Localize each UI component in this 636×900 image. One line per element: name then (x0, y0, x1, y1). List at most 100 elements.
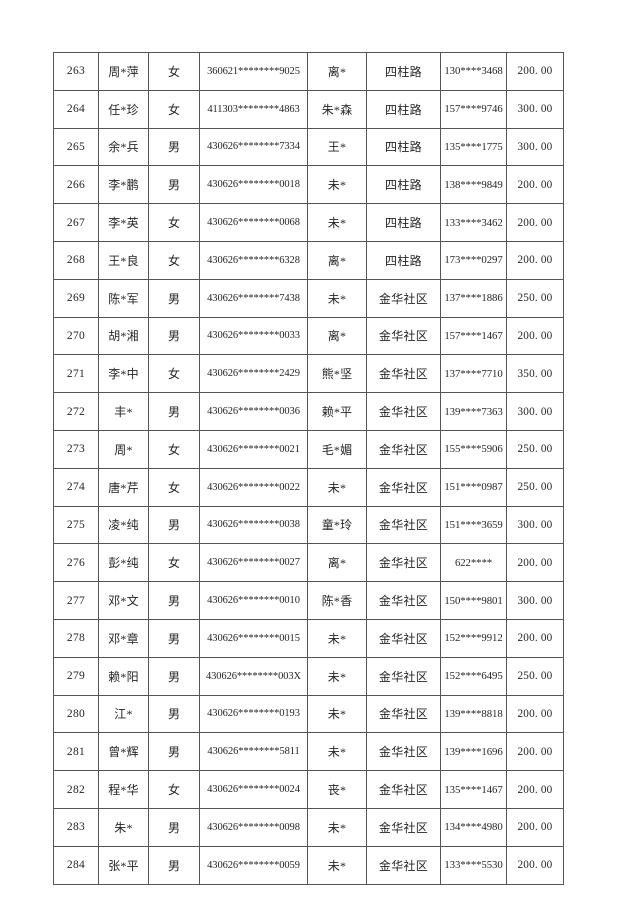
cell-seq: 265 (53, 127, 99, 167)
cell-phone: 135****1775 (440, 127, 507, 167)
cell-seq: 270 (53, 316, 99, 356)
cell-gender: 男 (148, 732, 200, 772)
cell-amount: 200. 00 (506, 203, 564, 242)
cell-seq: 272 (53, 392, 99, 431)
cell-name: 余*兵 (98, 127, 149, 167)
table-row: 273 周* 女 430626********0021 毛*媚 金华社区 155****59… (53, 429, 564, 469)
cell-area: 四柱路 (366, 203, 441, 242)
cell-area: 金华社区 (366, 618, 441, 658)
cell-amount: 250. 00 (506, 429, 564, 469)
cell-area: 四柱路 (366, 89, 441, 129)
cell-amount: 250. 00 (506, 656, 564, 696)
cell-phone: 133****3462 (440, 203, 507, 242)
cell-area: 金华社区 (366, 505, 441, 545)
cell-phone: 173****0297 (440, 240, 507, 280)
cell-name: 陈*军 (98, 278, 149, 318)
cell-name: 邓*章 (98, 618, 149, 658)
cell-relation: 未* (307, 165, 367, 205)
cell-amount: 200. 00 (506, 165, 564, 205)
table-row: 267 李*英女 430626********0068 未* 四柱路 133****346… (53, 203, 564, 242)
table-row: 280 江* 男 430626********0193 未* 金华社区 139****881… (53, 694, 564, 734)
cell-id_number: 411303********4863 (199, 89, 308, 129)
cell-amount: 200. 00 (506, 52, 564, 91)
cell-id_number: 430626********0193 (199, 694, 308, 734)
cell-name: 张*平 (98, 845, 149, 885)
cell-relation: 离* (307, 316, 367, 356)
table-row: 272 丰* 男 430626********0036 赖*平 金华社区 139****73… (53, 392, 564, 431)
roster-table-container: 263 周*萍女 360621********9025 离* 四柱路 130****346… (53, 52, 564, 885)
cell-amount: 200. 00 (506, 618, 564, 658)
cell-seq: 277 (53, 581, 99, 620)
cell-area: 金华社区 (366, 392, 441, 431)
cell-seq: 267 (53, 203, 99, 242)
cell-area: 金华社区 (366, 845, 441, 885)
cell-phone: 130****3468 (440, 52, 507, 91)
cell-name: 李*英 (98, 203, 149, 242)
cell-gender: 男 (148, 656, 200, 696)
table-row: 269 陈*军男 430626********7438 未* 金华社区 137****18… (53, 278, 564, 318)
cell-name: 江* (98, 694, 149, 734)
cell-seq: 275 (53, 505, 99, 545)
cell-phone: 139****8818 (440, 694, 507, 734)
cell-phone: 134****4980 (440, 807, 507, 847)
cell-seq: 281 (53, 732, 99, 772)
cell-name: 李*鹏 (98, 165, 149, 205)
cell-area: 金华社区 (366, 543, 441, 583)
cell-gender: 男 (148, 807, 200, 847)
cell-area: 金华社区 (366, 581, 441, 620)
cell-id_number: 430626********0038 (199, 505, 308, 545)
cell-name: 胡*湘 (98, 316, 149, 356)
cell-name: 朱* (98, 807, 149, 847)
cell-phone: 157****1467 (440, 316, 507, 356)
cell-relation: 童*玲 (307, 505, 367, 545)
cell-seq: 264 (53, 89, 99, 129)
cell-id_number: 430626********0027 (199, 543, 308, 583)
cell-area: 四柱路 (366, 52, 441, 91)
cell-name: 唐*芹 (98, 467, 149, 507)
cell-seq: 268 (53, 240, 99, 280)
table-row: 268 王*良女 430626********6328 离* 四柱路 173****029… (53, 240, 564, 280)
cell-relation: 未* (307, 203, 367, 242)
cell-seq: 278 (53, 618, 99, 658)
table-row: 275 凌*纯男 430626********0038 童*玲 金华社区 151****3… (53, 505, 564, 545)
cell-id_number: 430626********003X (199, 656, 308, 696)
cell-area: 金华社区 (366, 694, 441, 734)
cell-gender: 男 (148, 618, 200, 658)
cell-id_number: 430626********0018 (199, 165, 308, 205)
cell-area: 金华社区 (366, 807, 441, 847)
cell-name: 赖*阳 (98, 656, 149, 696)
cell-amount: 250. 00 (506, 278, 564, 318)
cell-relation: 朱*森 (307, 89, 367, 129)
cell-phone: 137****1886 (440, 278, 507, 318)
cell-name: 周*萍 (98, 52, 149, 91)
cell-area: 四柱路 (366, 127, 441, 167)
cell-relation: 离* (307, 543, 367, 583)
cell-name: 邓*文 (98, 581, 149, 620)
cell-relation: 王* (307, 127, 367, 167)
cell-id_number: 430626********0015 (199, 618, 308, 658)
cell-name: 李*中 (98, 354, 149, 394)
cell-name: 凌*纯 (98, 505, 149, 545)
table-row: 283 朱* 男 430626********0098 未* 金华社区 134****498… (53, 807, 564, 847)
cell-id_number: 430626********0059 (199, 845, 308, 885)
cell-relation: 未* (307, 694, 367, 734)
cell-name: 曾*辉 (98, 732, 149, 772)
cell-name: 任*珍 (98, 89, 149, 129)
cell-phone: 139****1696 (440, 732, 507, 772)
cell-name: 彭*纯 (98, 543, 149, 583)
cell-amount: 300. 00 (506, 392, 564, 431)
cell-id_number: 430626********0022 (199, 467, 308, 507)
cell-id_number: 430626********0010 (199, 581, 308, 620)
roster-table: 263 周*萍女 360621********9025 离* 四柱路 130****346… (53, 52, 564, 885)
cell-phone: 152****9912 (440, 618, 507, 658)
cell-phone: 151****3659 (440, 505, 507, 545)
cell-gender: 男 (148, 127, 200, 167)
table-row: 279 赖*阳男 430626********003X 未* 金华社区 152****64… (53, 656, 564, 696)
cell-amount: 200. 00 (506, 543, 564, 583)
table-row: 282 程*华女 430626********0024 丧* 金华社区 135****14… (53, 770, 564, 809)
cell-phone: 151****0987 (440, 467, 507, 507)
cell-id_number: 430626********0068 (199, 203, 308, 242)
cell-phone: 139****7363 (440, 392, 507, 431)
cell-area: 金华社区 (366, 429, 441, 469)
